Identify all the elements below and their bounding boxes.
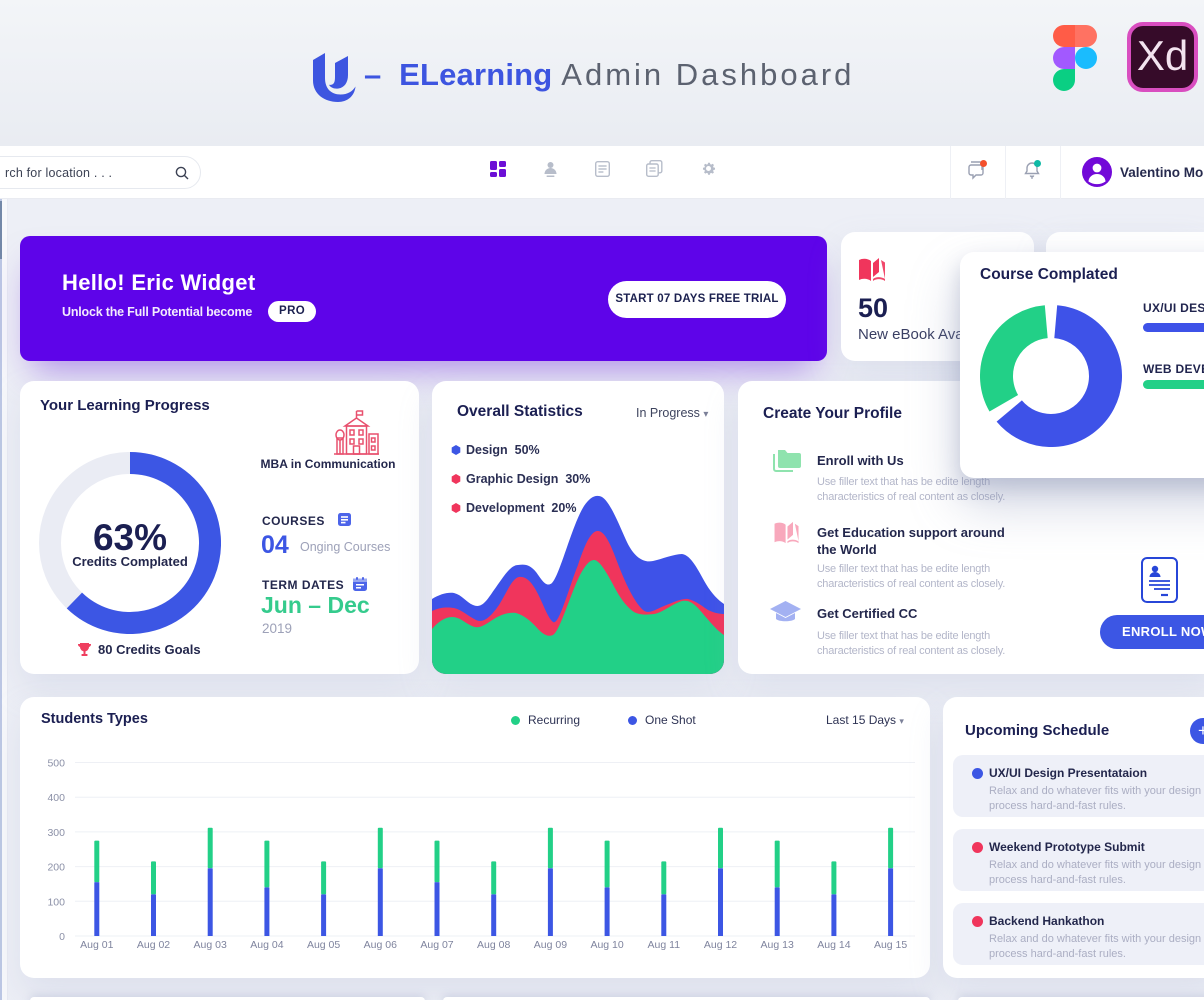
- svg-text:Aug 13: Aug 13: [761, 939, 794, 951]
- svg-text:Aug 05: Aug 05: [307, 939, 340, 951]
- svg-text:500: 500: [47, 758, 65, 770]
- svg-text:Aug 15: Aug 15: [874, 939, 907, 951]
- svg-text:Aug 04: Aug 04: [250, 939, 283, 951]
- svg-text:Aug 02: Aug 02: [137, 939, 170, 951]
- svg-text:400: 400: [47, 792, 65, 804]
- svg-text:Aug 12: Aug 12: [704, 939, 737, 951]
- svg-text:Aug 11: Aug 11: [648, 939, 681, 951]
- svg-text:Aug 09: Aug 09: [534, 939, 567, 951]
- svg-text:Aug 14: Aug 14: [817, 939, 850, 951]
- svg-text:Aug 01: Aug 01: [80, 939, 113, 951]
- svg-text:100: 100: [47, 896, 65, 908]
- svg-text:0: 0: [59, 931, 65, 943]
- svg-text:300: 300: [47, 827, 65, 839]
- svg-text:Aug 07: Aug 07: [420, 939, 453, 951]
- svg-text:63%: 63%: [93, 517, 167, 558]
- svg-text:Credits Complated: Credits Complated: [72, 554, 188, 569]
- svg-text:Aug 03: Aug 03: [194, 939, 227, 951]
- svg-text:Aug 08: Aug 08: [477, 939, 510, 951]
- svg-text:Aug 06: Aug 06: [364, 939, 397, 951]
- svg-text:Aug 10: Aug 10: [590, 939, 623, 951]
- svg-text:200: 200: [47, 862, 65, 874]
